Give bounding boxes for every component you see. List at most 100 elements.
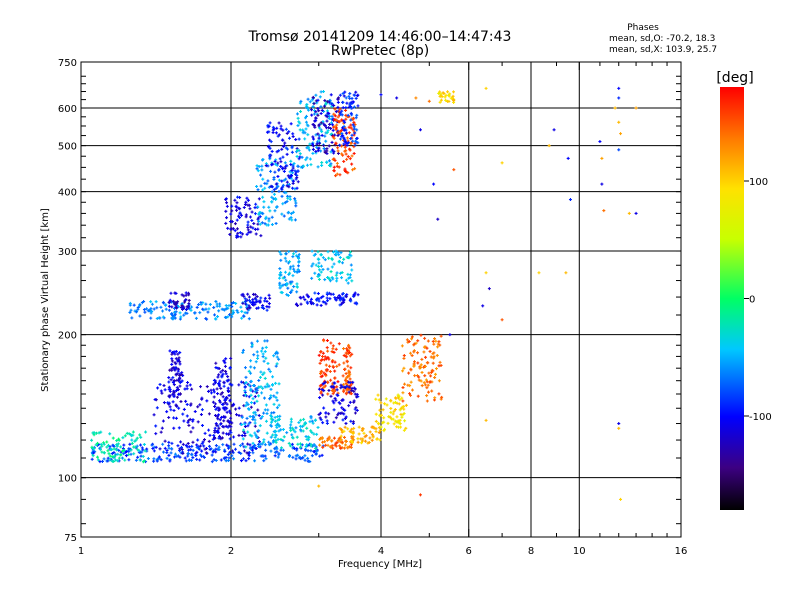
- data-point: [342, 347, 346, 351]
- data-point: [310, 142, 314, 146]
- data-point: [124, 454, 128, 458]
- data-point: [414, 341, 418, 345]
- data-point: [344, 443, 348, 447]
- data-point: [351, 431, 355, 435]
- data-point: [307, 108, 311, 112]
- data-point: [128, 442, 132, 446]
- data-point: [224, 396, 228, 400]
- data-point: [336, 131, 340, 135]
- data-point: [350, 154, 354, 158]
- data-point: [251, 451, 255, 455]
- data-point: [338, 111, 342, 115]
- data-point: [376, 393, 380, 397]
- data-point: [142, 459, 146, 463]
- data-point: [280, 212, 284, 216]
- data-point: [251, 441, 255, 445]
- data-point: [226, 425, 230, 429]
- data-point: [378, 408, 382, 412]
- data-point: [184, 311, 188, 315]
- data-point: [169, 451, 173, 455]
- data-point: [295, 112, 299, 116]
- data-point: [134, 310, 138, 314]
- data-point: [184, 308, 188, 312]
- data-point: [311, 144, 315, 148]
- data-point: [335, 123, 339, 127]
- data-point: [212, 435, 216, 439]
- data-point: [121, 436, 125, 440]
- data-point: [276, 184, 280, 188]
- data-point: [319, 350, 323, 354]
- data-point: [295, 154, 299, 158]
- y-tick-label: 500: [58, 142, 77, 153]
- data-point: [246, 402, 250, 406]
- data-point: [212, 390, 216, 394]
- data-point: [282, 435, 286, 439]
- data-point: [363, 435, 367, 439]
- data-point: [348, 354, 352, 358]
- data-point: [260, 168, 264, 172]
- data-point: [286, 174, 290, 178]
- data-point: [130, 316, 134, 320]
- data-point: [294, 201, 298, 205]
- data-point: [269, 424, 273, 428]
- data-point: [165, 451, 169, 455]
- data-point: [332, 151, 336, 155]
- data-point: [336, 149, 340, 153]
- grid-lines: [81, 62, 681, 537]
- data-point: [339, 251, 343, 255]
- data-point: [255, 399, 259, 403]
- data-point: [443, 95, 447, 99]
- data-point: [226, 226, 230, 230]
- data-point: [314, 110, 318, 114]
- data-point: [254, 202, 258, 206]
- data-point: [325, 421, 329, 425]
- data-point: [226, 315, 230, 319]
- data-point: [218, 379, 222, 383]
- data-point: [281, 283, 285, 287]
- data-point: [342, 412, 346, 416]
- data-point: [350, 352, 354, 356]
- data-point: [226, 375, 230, 379]
- data-point: [92, 433, 96, 437]
- data-point: [403, 419, 407, 423]
- data-point: [262, 200, 266, 204]
- data-point: [397, 421, 401, 425]
- data-point: [162, 384, 166, 388]
- data-point: [316, 250, 320, 254]
- data-point: [178, 374, 182, 378]
- data-point: [339, 434, 343, 438]
- data-point: [308, 460, 312, 464]
- data-point: [90, 457, 94, 461]
- data-point: [315, 432, 319, 436]
- data-point: [175, 306, 179, 310]
- data-point: [223, 361, 227, 365]
- data-point: [255, 164, 259, 168]
- data-point: [174, 357, 178, 361]
- data-point: [349, 445, 353, 449]
- data-point: [600, 182, 604, 186]
- data-point: [313, 291, 317, 295]
- data-point: [91, 454, 95, 458]
- data-point: [331, 135, 335, 139]
- data-point: [235, 309, 239, 313]
- data-point: [344, 152, 348, 156]
- data-point: [332, 408, 336, 412]
- data-point: [331, 250, 335, 254]
- data-point: [430, 389, 434, 393]
- data-point: [333, 360, 337, 364]
- data-point: [410, 354, 414, 358]
- data-point: [162, 301, 166, 305]
- data-point: [617, 426, 621, 430]
- data-point: [322, 339, 326, 343]
- data-point: [208, 447, 212, 451]
- data-point: [429, 374, 433, 378]
- data-point: [314, 452, 318, 456]
- data-point: [348, 273, 352, 277]
- data-point: [310, 419, 314, 423]
- data-point: [432, 342, 436, 346]
- data-point: [425, 386, 429, 390]
- data-point: [145, 307, 149, 311]
- data-point: [226, 388, 230, 392]
- data-point: [188, 383, 192, 387]
- data-point: [422, 381, 426, 385]
